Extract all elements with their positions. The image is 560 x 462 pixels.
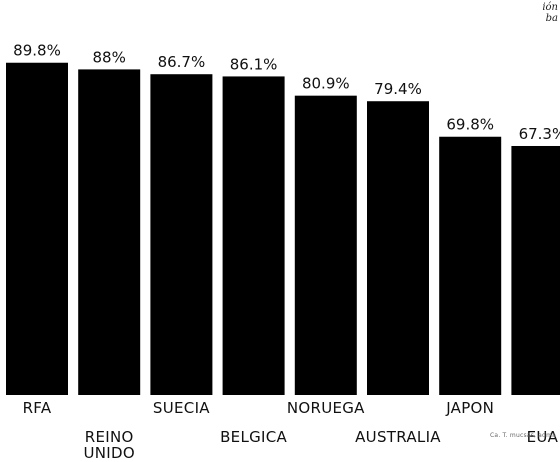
- bar-1: [78, 69, 141, 396]
- value-label-2: 86.7%: [158, 53, 206, 71]
- category-label-5: AUSTRALIA: [355, 428, 441, 446]
- value-label-0: 89.8%: [13, 42, 61, 60]
- category-label-4: NORUEGA: [287, 399, 365, 417]
- category-label-0: RFA: [23, 399, 52, 417]
- bar-5: [367, 101, 429, 395]
- category-label-3: BELGICA: [220, 428, 287, 446]
- value-label-1: 88%: [93, 48, 126, 66]
- bar-0: [6, 62, 68, 396]
- corner-note: ión ba: [542, 2, 558, 24]
- credit-text: Ca. T. mucsas, adma: [490, 432, 556, 439]
- bar-2: [150, 74, 213, 396]
- value-label-5: 79.4%: [374, 80, 422, 98]
- bar-7: [511, 145, 560, 395]
- value-label-6: 69.8%: [446, 116, 494, 134]
- value-label-4: 80.9%: [302, 75, 350, 93]
- corner-note-line-2: ba: [545, 13, 558, 24]
- bar-6: [439, 136, 502, 396]
- category-label-7: EUA: [527, 428, 559, 446]
- corner-note-line-1: ión: [542, 2, 558, 13]
- bar-4: [294, 95, 357, 396]
- value-label-3: 86.1%: [230, 55, 278, 73]
- category-label-1: REINO UNIDO: [83, 428, 134, 462]
- bar-3: [222, 76, 285, 396]
- category-label-2: SUECIA: [153, 399, 210, 417]
- value-label-7: 67.3%: [519, 125, 560, 143]
- category-label-6: JAPON: [445, 399, 494, 417]
